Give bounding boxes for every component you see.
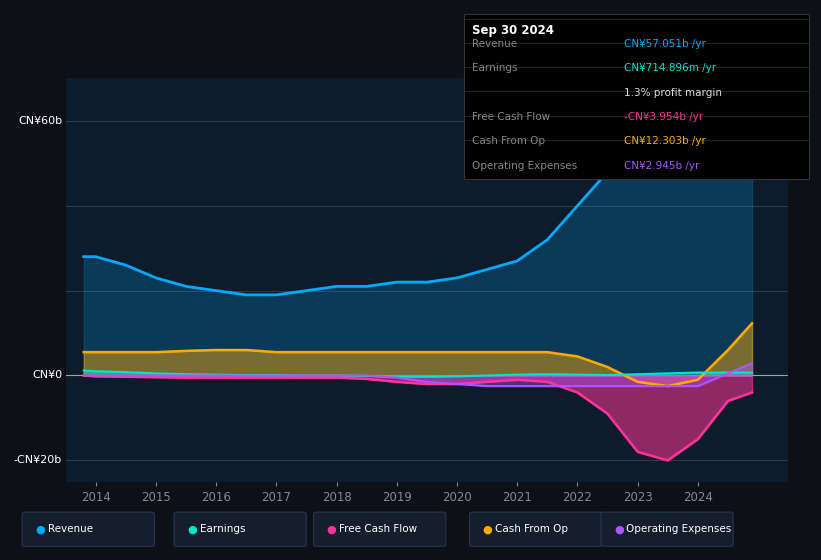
Text: CN¥57.051b /yr: CN¥57.051b /yr <box>624 39 706 49</box>
Text: CN¥714.896m /yr: CN¥714.896m /yr <box>624 63 716 73</box>
Text: Revenue: Revenue <box>472 39 517 49</box>
Text: CN¥0: CN¥0 <box>32 371 62 380</box>
Text: Cash From Op: Cash From Op <box>472 136 545 146</box>
Text: Operating Expenses: Operating Expenses <box>626 524 732 534</box>
Text: Earnings: Earnings <box>200 524 245 534</box>
Text: ●: ● <box>327 524 337 534</box>
Text: -CN¥3.954b /yr: -CN¥3.954b /yr <box>624 112 703 122</box>
Text: CN¥60b: CN¥60b <box>18 116 62 126</box>
Text: ●: ● <box>614 524 624 534</box>
Text: CN¥12.303b /yr: CN¥12.303b /yr <box>624 136 706 146</box>
Text: ●: ● <box>187 524 197 534</box>
Text: CN¥2.945b /yr: CN¥2.945b /yr <box>624 161 699 171</box>
Text: -CN¥20b: -CN¥20b <box>14 455 62 465</box>
Text: Free Cash Flow: Free Cash Flow <box>472 112 550 122</box>
Text: Sep 30 2024: Sep 30 2024 <box>472 24 554 37</box>
Text: Operating Expenses: Operating Expenses <box>472 161 577 171</box>
Text: Earnings: Earnings <box>472 63 517 73</box>
Text: Revenue: Revenue <box>48 524 93 534</box>
Text: ●: ● <box>483 524 493 534</box>
Text: 1.3% profit margin: 1.3% profit margin <box>624 88 722 98</box>
Text: Free Cash Flow: Free Cash Flow <box>339 524 417 534</box>
Text: Cash From Op: Cash From Op <box>495 524 568 534</box>
Text: ●: ● <box>35 524 45 534</box>
